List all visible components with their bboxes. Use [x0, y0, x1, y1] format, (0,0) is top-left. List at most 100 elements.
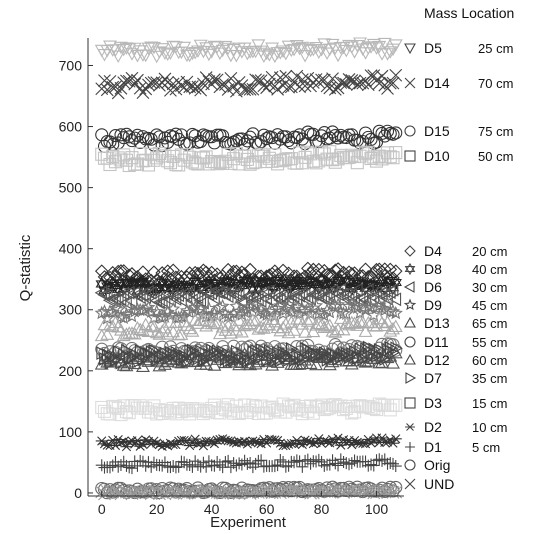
- data-point: [287, 323, 302, 336]
- data-point: [265, 312, 280, 326]
- data-point: [144, 76, 158, 90]
- data-point: [234, 46, 249, 59]
- data-point: [175, 455, 188, 468]
- data-point: [325, 324, 340, 337]
- data-point: [117, 131, 131, 145]
- data-point: [125, 462, 138, 475]
- data-point: [380, 296, 395, 311]
- data-point: [332, 459, 345, 472]
- data-point: [160, 354, 175, 367]
- y-tick-label: 700: [59, 57, 83, 73]
- data-point: [153, 487, 166, 501]
- data-point: [122, 130, 136, 144]
- data-point: [185, 47, 200, 61]
- data-point: [389, 480, 403, 494]
- x-tick-label: 0: [98, 501, 106, 517]
- data-point: [376, 454, 389, 467]
- data-point: [388, 39, 403, 52]
- data-point: [108, 129, 123, 143]
- data-point: [380, 315, 395, 328]
- data-point: [389, 68, 403, 82]
- legend-marker: [404, 150, 416, 162]
- legend-marker: [404, 336, 416, 348]
- legend-item-d4: D4 20 cm: [404, 243, 507, 259]
- data-point: [361, 283, 374, 298]
- series-d13: [94, 311, 403, 342]
- legend-label: D8: [424, 261, 442, 277]
- data-point: [182, 284, 196, 299]
- data-point: [174, 355, 189, 369]
- data-point: [226, 264, 241, 279]
- data-point: [103, 484, 117, 498]
- data-point: [190, 290, 204, 305]
- legend-location: 15 cm: [472, 396, 507, 411]
- data-point: [317, 291, 330, 306]
- data-point: [344, 315, 359, 329]
- data-point: [306, 300, 321, 315]
- data-point: [309, 357, 324, 371]
- legend-item-d10: D10 50 cm: [404, 148, 513, 164]
- data-point: [384, 456, 397, 469]
- legend-marker: [404, 245, 416, 257]
- data-point: [166, 263, 180, 278]
- data-point: [388, 292, 402, 307]
- data-point: [342, 73, 356, 86]
- data-point: [136, 86, 150, 100]
- data-point: [152, 46, 167, 59]
- data-point: [380, 48, 395, 61]
- data-point: [147, 456, 160, 469]
- data-point: [116, 328, 131, 342]
- data-point: [222, 454, 235, 467]
- legend-item-und: UND: [404, 476, 454, 492]
- data-point: [306, 324, 321, 338]
- legend-item-d7: D7 35 cm: [405, 370, 507, 386]
- data-point: [113, 291, 127, 306]
- data-point: [361, 78, 375, 92]
- data-point: [309, 318, 324, 331]
- data-point: [188, 486, 202, 500]
- data-point: [336, 287, 349, 302]
- data-point: [377, 318, 392, 332]
- data-point: [231, 284, 245, 299]
- data-point: [390, 341, 403, 356]
- data-point: [246, 461, 259, 474]
- data-point: [383, 324, 398, 337]
- data-point: [227, 486, 241, 500]
- data-point: [387, 345, 401, 360]
- series-d7: [96, 340, 403, 370]
- data-point: [314, 290, 327, 305]
- data-point: [312, 453, 325, 466]
- x-ticks: 0 20 40 60 80 100: [98, 491, 388, 517]
- data-point: [210, 316, 225, 329]
- data-point: [210, 284, 223, 299]
- data-point: [166, 324, 181, 338]
- data-point: [342, 39, 356, 53]
- data-point: [157, 294, 171, 309]
- legend-item-d11: D11 55 cm: [404, 334, 507, 350]
- legend-location: 60 cm: [472, 353, 507, 368]
- data-point: [271, 459, 284, 472]
- data-point: [152, 327, 167, 340]
- legend: D5 25 cm D14 70 cm D15 75 cm D10 50 cm D4 20 cm D8…: [403, 40, 513, 492]
- data-point: [102, 293, 116, 308]
- data-point: [320, 484, 334, 498]
- data-point: [234, 325, 249, 338]
- data-point: [240, 301, 255, 316]
- legend-marker: [403, 281, 415, 293]
- data-point: [317, 320, 332, 333]
- data-point: [337, 455, 350, 468]
- series-d2: [95, 433, 402, 452]
- data-point: [100, 287, 113, 302]
- x-tick-label: 20: [149, 501, 165, 517]
- data-point: [204, 316, 219, 330]
- legend-marker: [404, 459, 416, 471]
- series-d10: [95, 145, 403, 173]
- legend-label: D11: [424, 334, 449, 350]
- data-point: [204, 265, 219, 280]
- legend-label: D13: [424, 315, 450, 331]
- data-point: [386, 127, 400, 141]
- data-point: [320, 319, 334, 332]
- data-point: [249, 457, 262, 470]
- data-point: [116, 264, 131, 278]
- data-point: [169, 82, 183, 96]
